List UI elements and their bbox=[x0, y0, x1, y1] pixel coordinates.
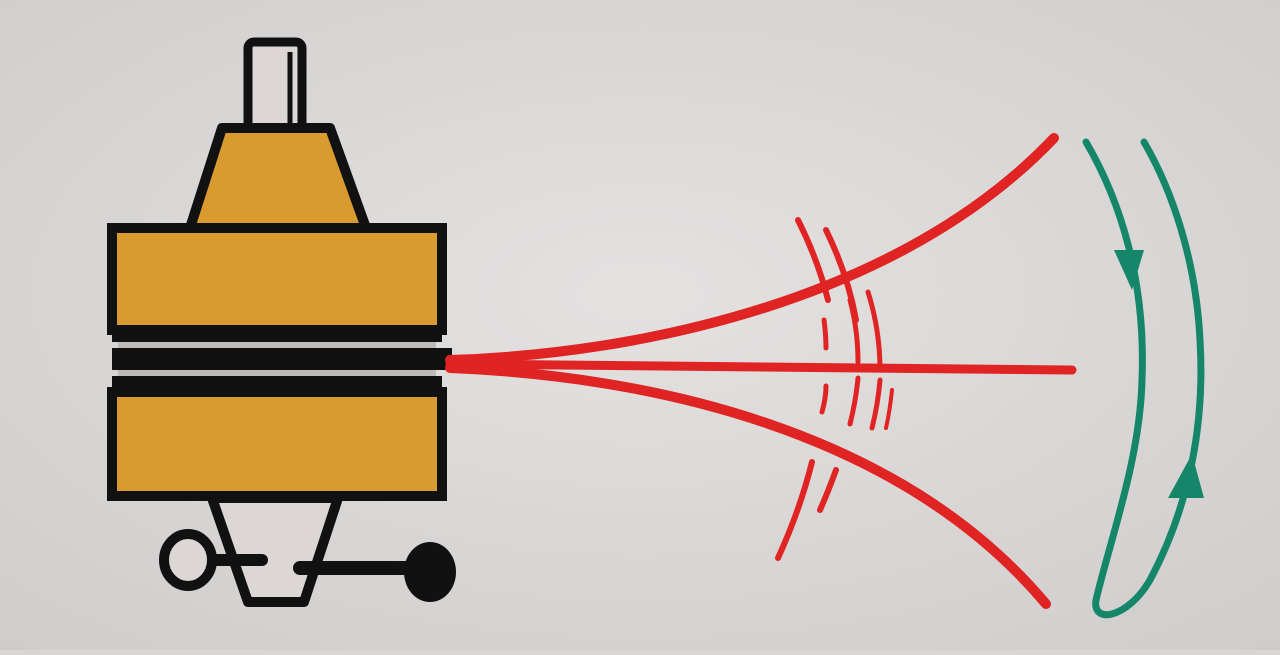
beam-upper bbox=[445, 133, 1059, 365]
arrow-icon bbox=[1114, 250, 1144, 290]
knob-icon bbox=[293, 542, 456, 602]
wavefront-arc-10 bbox=[775, 459, 815, 561]
wavefront-arc-4 bbox=[847, 297, 861, 365]
wavefront-arc-6 bbox=[819, 383, 829, 415]
wavefront-arc-11 bbox=[817, 467, 839, 513]
return-loop-path bbox=[1082, 138, 1205, 619]
beam-paths bbox=[445, 133, 1077, 609]
slot-band-bottom bbox=[112, 376, 442, 394]
return-loop bbox=[1082, 138, 1205, 619]
slot-band-middle bbox=[112, 348, 452, 370]
wavefront-arc-3 bbox=[821, 317, 829, 351]
top-cap bbox=[185, 123, 371, 233]
wavefront-arc-8 bbox=[869, 377, 883, 431]
slot-band-top bbox=[112, 328, 442, 342]
wavefront-arc-7 bbox=[847, 375, 861, 427]
slot-gap-top bbox=[118, 342, 436, 348]
wavefront-arc-5 bbox=[865, 289, 883, 373]
top-stem bbox=[243, 37, 307, 139]
slot-gap-bottom bbox=[118, 370, 436, 376]
wavefront-arc-1 bbox=[795, 217, 831, 303]
lower-block bbox=[107, 387, 447, 501]
beam-straight bbox=[445, 359, 1077, 375]
arrow-icon bbox=[1168, 454, 1204, 498]
upper-block bbox=[107, 223, 447, 335]
beam-lower bbox=[445, 363, 1051, 609]
wavefront-arc-9 bbox=[884, 388, 894, 430]
knob-icon bbox=[159, 529, 268, 591]
source-device bbox=[107, 37, 456, 607]
